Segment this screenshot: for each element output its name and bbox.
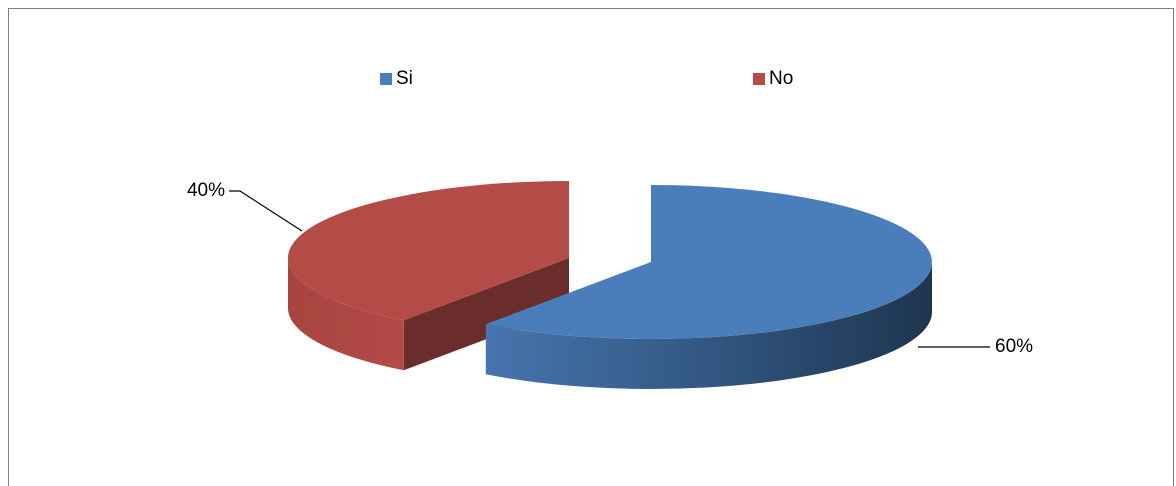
slice-si xyxy=(485,185,932,390)
slice-no-cut-face xyxy=(403,258,569,371)
slice-si-top xyxy=(485,185,932,340)
legend-label-si: Si xyxy=(396,68,413,89)
slice-si-side xyxy=(485,262,932,390)
legend-swatch-no xyxy=(753,73,765,85)
data-label-no-leader xyxy=(229,190,303,232)
legend-item-no: No xyxy=(753,68,793,90)
data-label-no: 40% xyxy=(187,180,225,201)
legend-label-no: No xyxy=(769,68,794,89)
slice-no-side xyxy=(287,258,404,371)
legend-swatch-si xyxy=(380,73,392,85)
slice-no xyxy=(287,181,569,371)
legend-item-si: Si xyxy=(380,68,413,90)
slice-no-top xyxy=(287,181,569,321)
data-label-si: 60% xyxy=(995,336,1033,357)
chart-area xyxy=(8,8,1174,486)
